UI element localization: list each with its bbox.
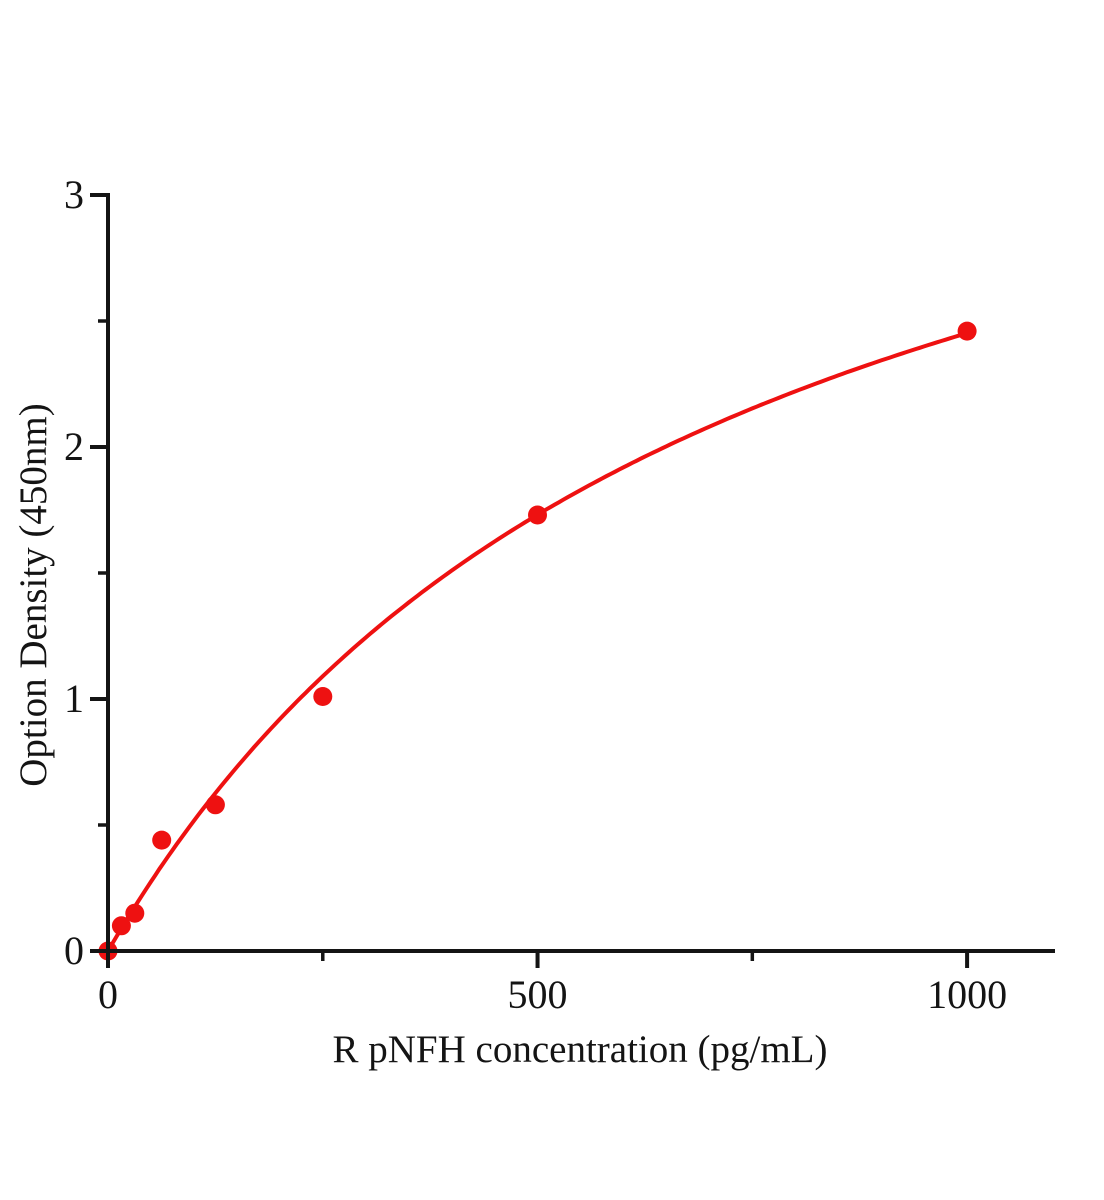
y-axis-title: Option Density (450nm) <box>12 403 55 786</box>
tick-label-layer: 0 500 1000 0 1 2 3 <box>64 172 1007 1017</box>
y-tick-label: 1 <box>64 676 84 721</box>
data-point <box>957 321 977 341</box>
axis-layer <box>90 193 1055 968</box>
y-tick-label: 3 <box>64 172 84 217</box>
axes <box>106 193 1055 953</box>
data-layer <box>98 321 977 961</box>
data-point <box>152 830 172 850</box>
x-tick-label: 500 <box>508 972 568 1017</box>
data-point <box>111 916 131 936</box>
y-tick-label: 2 <box>64 424 84 469</box>
fit-curve <box>106 331 970 953</box>
data-point <box>125 903 145 923</box>
data-point <box>528 505 547 525</box>
y-tick-label: 0 <box>64 928 84 973</box>
x-tick-label: 1000 <box>927 972 1007 1017</box>
x-axis-title: R pNFH concentration (pg/mL) <box>333 1028 828 1071</box>
x-tick-label: 0 <box>98 972 118 1017</box>
data-point <box>205 795 225 815</box>
data-point <box>313 687 333 706</box>
